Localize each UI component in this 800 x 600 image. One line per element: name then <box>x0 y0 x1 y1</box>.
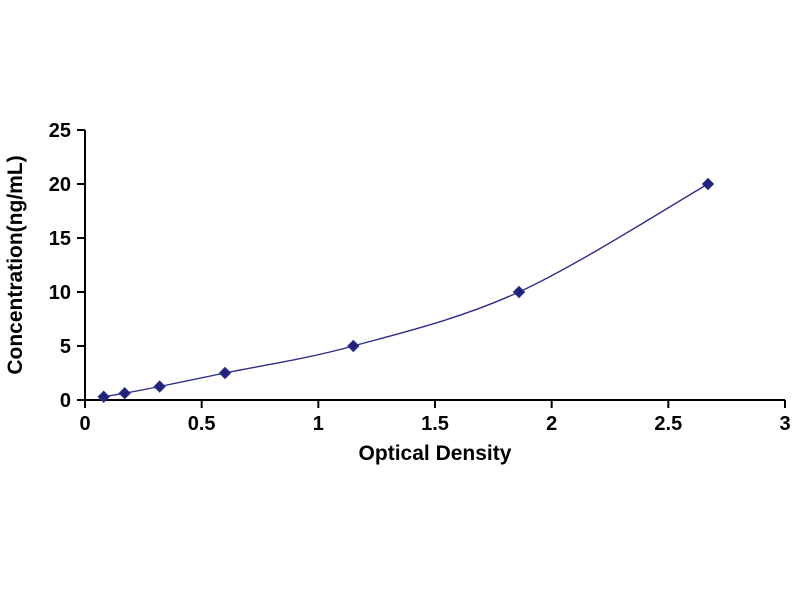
y-tick-label: 5 <box>60 336 71 358</box>
y-tick-label: 25 <box>49 120 71 142</box>
x-tick-label: 1 <box>313 413 324 435</box>
curve-line <box>103 183 709 398</box>
y-tick-label: 0 <box>60 390 71 412</box>
x-tick-label: 0 <box>79 413 90 435</box>
x-tick-label: 2.5 <box>654 413 682 435</box>
plot-area: 0 0.5 1 1.5 2 2.5 3 0 5 10 15 20 25 <box>49 120 791 435</box>
data-point-marker <box>512 285 526 299</box>
y-tick-label: 20 <box>49 174 71 196</box>
data-point-marker <box>347 339 360 353</box>
x-tick-label: 2 <box>546 413 557 435</box>
y-tick-label: 10 <box>49 282 71 304</box>
data-point-marker <box>97 390 110 403</box>
data-point-marker <box>118 386 131 400</box>
data-point-marker <box>701 177 715 191</box>
data-point-marker <box>218 366 232 380</box>
x-axis-title: Optical Density <box>359 442 512 465</box>
y-axis-title: Concentration(ng/mL) <box>4 155 27 374</box>
x-tick-label: 0.5 <box>188 413 216 435</box>
y-tick-label: 15 <box>49 228 71 250</box>
x-tick-label: 3 <box>779 413 790 435</box>
data-point-marker <box>153 380 166 393</box>
x-tick-label: 1.5 <box>421 413 449 435</box>
